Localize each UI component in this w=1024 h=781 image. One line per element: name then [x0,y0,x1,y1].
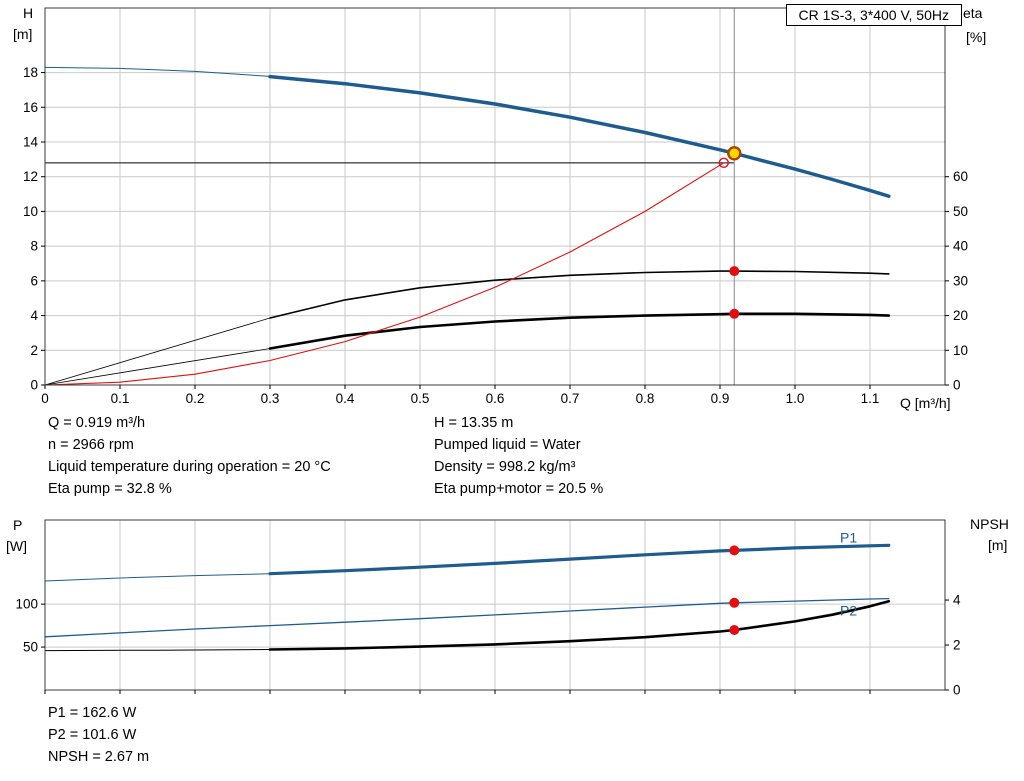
tick-label: 4 [30,308,38,323]
tick-label: 10 [953,343,968,358]
duty-info-left: Q = 0.919 m³/h n = 2966 rpm Liquid tempe… [48,412,331,500]
tick-label: 0.6 [486,391,505,406]
system-curve [44,162,725,386]
info-line-p1: P1 = 162.6 W [48,705,137,721]
tick-label: 16 [23,100,38,115]
pump-type-box: CR 1S-3, 3*400 V, 50Hz [785,4,962,26]
info-line-density: Density = 998.2 kg/m³ [434,459,576,475]
tick-label: 0.1 [111,391,130,406]
tick-label: 6 [30,273,38,288]
duty-info-right: H = 13.35 m Pumped liquid = Water Densit… [434,412,603,500]
p-axis-label: P [13,517,23,533]
tick-label: 0.9 [711,391,730,406]
tick-label: 60 [953,169,968,184]
q-axis-label: Q [m³/h] [900,395,951,411]
p2-duty-marker [729,597,740,608]
info-line-q: Q = 0.919 m³/h [48,415,146,431]
tick-label: 0.3 [261,391,280,406]
tick-label: 2 [953,638,961,653]
tick-label: 0.7 [561,391,580,406]
eta-pump-motor-curve [268,312,891,350]
tick-label: 8 [30,239,38,254]
power-info: P1 = 162.6 W P2 = 101.6 W NPSH = 2.67 m [48,702,149,768]
qh-curve [268,74,891,198]
series-label-p2: P2 [840,602,857,618]
info-line-liquid: Pumped liquid = Water [434,437,581,453]
tick-label: 18 [23,65,38,80]
p1-curve [268,543,891,576]
p-axis-unit: [W] [6,538,27,554]
tick-label: 0.2 [186,391,205,406]
info-line-p2: P2 = 101.6 W [48,727,137,743]
h-axis-unit: [m] [13,26,33,42]
tick-label: 4 [953,593,961,608]
info-line-npsh: NPSH = 2.67 m [48,749,150,765]
info-line-temp: Liquid temperature during operation = 20… [48,459,331,475]
info-line-h: H = 13.35 m [434,415,514,431]
series-label-p1: P1 [840,529,857,545]
qh-curve-low-flow [44,66,271,77]
npsh-curve-low-flow [44,649,271,652]
system-curve-end-marker [718,157,729,169]
info-line-eta-total: Eta pump+motor = 20.5 % [434,481,604,497]
info-line-eta-pump: Eta pump = 32.8 % [48,481,172,497]
power-npsh-chart: 50 100 0 2 4 P1 P2 [15,519,961,698]
eta-axis-label: eta [963,5,983,21]
tick-label: 40 [953,239,968,254]
npsh-axis-label: NPSH [970,516,1009,532]
npsh-axis-unit: [m] [988,537,1008,553]
duty-point-marker[interactable] [727,146,742,161]
tick-label: 30 [953,273,968,288]
p2-curve [44,597,890,638]
eta-axis-unit: [%] [966,29,987,45]
tick-label: 50 [23,640,38,655]
qh-eta-chart: 0 2 4 6 8 10 12 14 16 18 0 10 20 30 40 50 60 0 0.1 0.2 0.3 0.… [23,7,968,406]
tick-label: 50 [953,204,968,219]
tick-label: 0 [953,378,961,393]
npsh-curve [268,599,891,651]
p1-curve-low-flow [44,573,271,582]
tick-label: 2 [30,343,38,358]
tick-label: 0.4 [336,391,355,406]
tick-label: 0 [953,683,961,698]
tick-label: 20 [953,308,968,323]
tick-label: 1.0 [786,391,805,406]
tick-label: 0.5 [411,391,430,406]
npsh-duty-marker [729,625,740,635]
eta-pump-low-flow [44,317,271,386]
tick-label: 100 [15,597,38,612]
eta-pump-motor-low-flow [44,348,271,386]
tick-label: 14 [23,134,39,149]
tick-label: 0 [30,378,38,393]
eta-pump-curve [269,270,890,319]
tick-label: 10 [23,204,38,219]
h-axis-label: H [23,5,34,21]
tick-label: 1.1 [861,391,880,406]
tick-label: 0 [41,391,49,406]
eta-pump-motor-duty-marker [729,308,740,319]
info-line-rpm: n = 2966 rpm [48,437,134,453]
tick-label: 12 [23,169,38,184]
eta-pump-duty-marker [729,266,740,277]
p1-duty-marker [729,545,740,556]
tick-label: 0.8 [636,391,655,406]
